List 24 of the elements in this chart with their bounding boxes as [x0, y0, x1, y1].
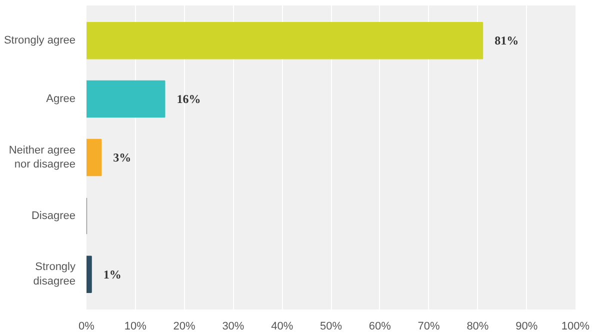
bar: [86, 22, 484, 60]
bar: [86, 138, 102, 176]
y-tick-label: Agree: [46, 93, 76, 106]
data-label: 1%: [103, 267, 122, 282]
x-tick-label: 0%: [78, 320, 95, 332]
data-label: 16%: [176, 92, 201, 106]
y-tick-label: Strongly disagree: [33, 261, 76, 288]
x-tick-label: 30%: [222, 320, 244, 332]
x-tick-label: 70%: [418, 320, 440, 332]
bar: [86, 80, 166, 118]
data-label: 81%: [494, 34, 519, 48]
x-tick-label: 80%: [466, 320, 489, 332]
x-tick-label: 60%: [368, 320, 392, 332]
x-tick-label: 10%: [124, 320, 147, 332]
y-tick-label: Strongly agree: [4, 34, 76, 47]
data-label: 3%: [113, 150, 132, 164]
x-tick-label: 40%: [271, 320, 294, 332]
x-tick-label: 100%: [561, 320, 590, 332]
x-tick-label: 50%: [320, 320, 342, 332]
bar: [86, 256, 92, 294]
x-tick-label: 90%: [516, 320, 538, 332]
y-tick-label: Neither agree nor disagree: [8, 144, 76, 171]
y-tick-label: Disagree: [31, 210, 76, 222]
x-tick-label: 20%: [173, 320, 196, 332]
